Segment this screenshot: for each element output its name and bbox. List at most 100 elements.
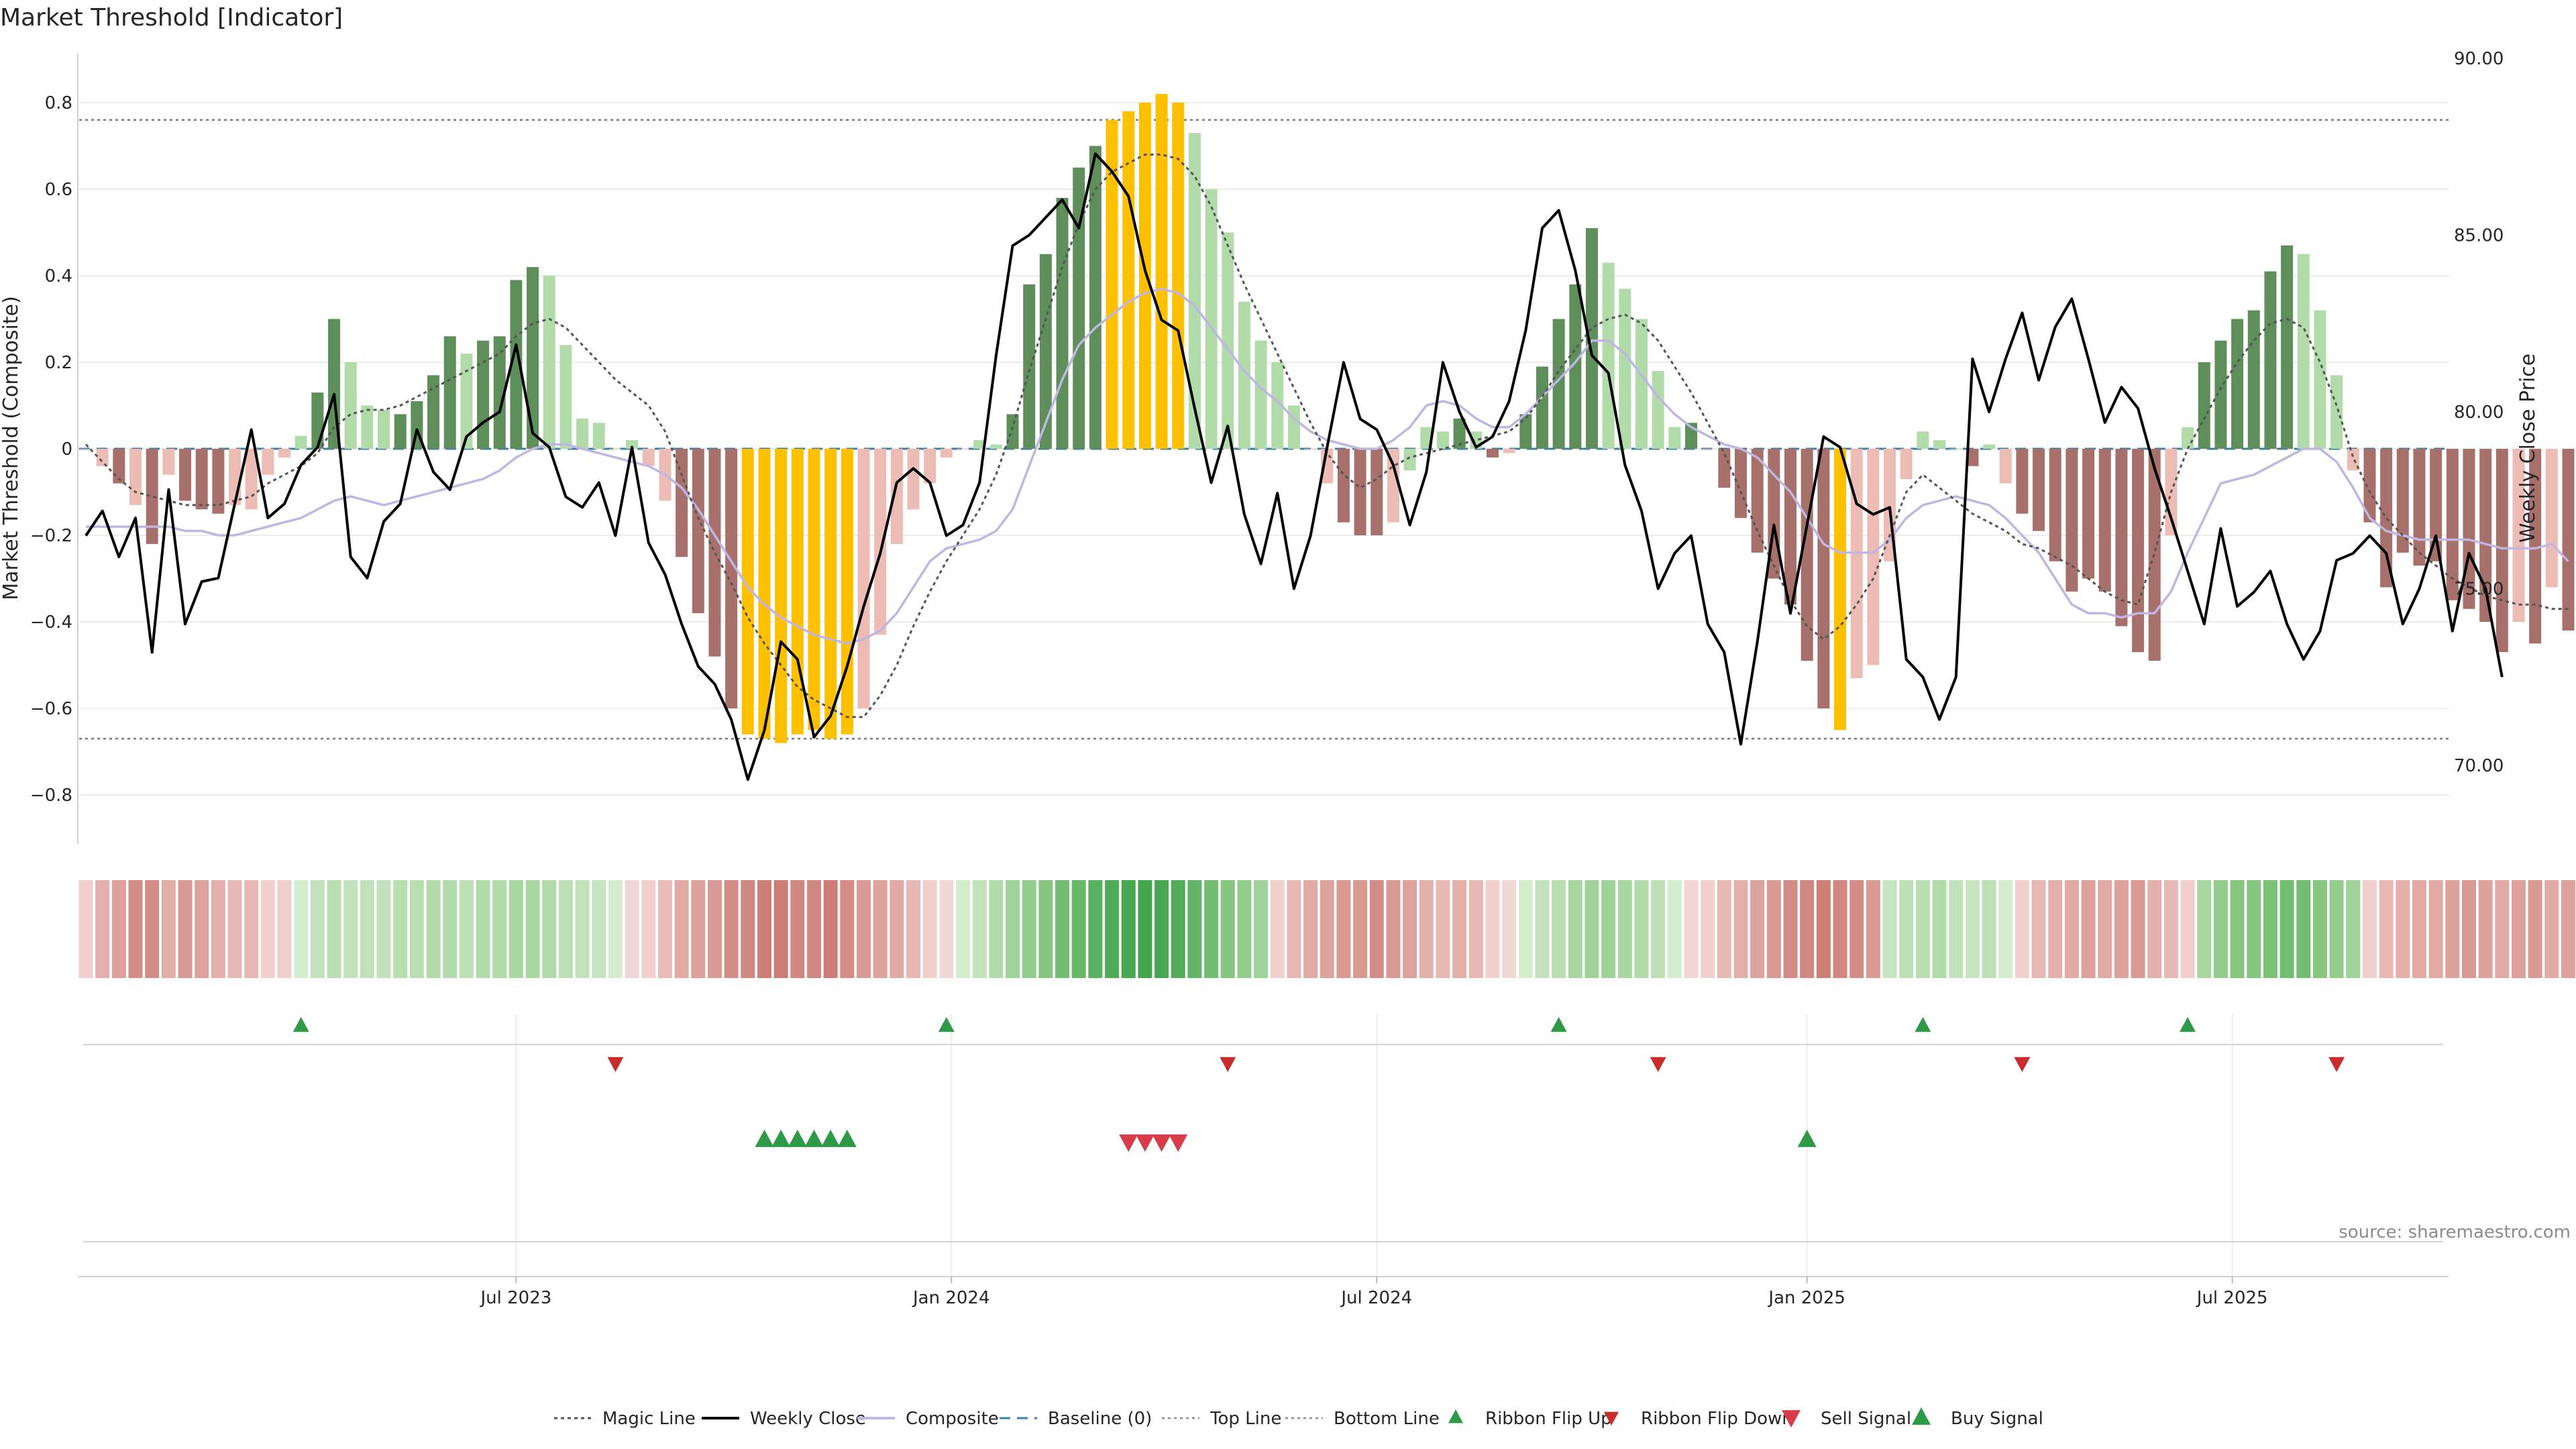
composite-bar [212,449,225,514]
ribbon-cell [2197,880,2212,978]
composite-bar [1222,232,1234,449]
composite-bar [808,449,820,731]
composite-bar [2016,449,2029,514]
x-tick-label: Jul 2025 [2196,1288,2268,1308]
ribbon-cell [195,880,209,978]
ribbon-cell [1601,880,1616,978]
ribbon-cell [2064,880,2079,978]
ribbon-cell [2015,880,2029,978]
ribbon-cell [1667,880,1682,978]
composite-bar [2446,449,2459,600]
ribbon-flip-down-marker [1650,1057,1666,1072]
composite-bar [1436,431,1449,449]
ribbon-cell [1452,880,1467,978]
composite-bar [278,449,291,458]
composite-bar [2297,254,2310,449]
composite-bar [294,435,307,449]
composite-bar [477,340,490,449]
ribbon-cell [558,880,573,978]
ribbon-cell [1783,880,1798,978]
composite-bar [626,440,639,449]
ribbon-cell [244,880,259,978]
ribbon-cell [2081,880,2096,978]
composite-bar [758,449,771,739]
composite-bar [841,449,853,735]
composite-bar [2049,449,2061,561]
composite-bar [1155,94,1168,449]
ribbon-cell [1733,880,1748,978]
ribbon-cell [1336,880,1351,978]
composite-bar [543,276,555,449]
composite-bar [195,449,208,510]
x-tick-label: Jan 2025 [1767,1288,1845,1308]
ribbon-cell [376,880,391,978]
composite-bar [2247,310,2260,449]
right-tick-label: 90.00 [2454,49,2504,69]
composite-bar [1205,189,1218,449]
composite-bar [510,280,523,449]
ribbon-cell [2312,880,2327,978]
legend-item-composite: Composite [857,1409,999,1429]
ribbon-cell [2263,880,2277,978]
ribbon-cell [327,880,341,978]
legend-item-bottom-line: Bottom Line [1285,1409,1440,1429]
composite-bar [2132,449,2145,653]
composite-bar [1039,254,1052,449]
ribbon-cell [1982,880,1996,978]
ribbon-cell [1105,880,1120,978]
composite-bar [1635,319,1648,449]
ribbon-cell [674,880,689,978]
ribbon-cell [2461,880,2476,978]
composite-bar [1999,449,2012,484]
ribbon-cell [1816,880,1831,978]
ribbon-cell [2511,880,2526,978]
ribbon-cell [1353,880,1368,978]
composite-bar [1552,319,1565,449]
composite-bar [1585,228,1598,449]
composite-bar [1486,449,1499,458]
legend-swatch [1912,1407,1931,1425]
composite-bar [1238,301,1250,449]
composite-bar [2182,427,2194,449]
source-note: source: sharemaestro.com [2339,1222,2571,1242]
ribbon-cell [2031,880,2046,978]
ribbon-cell [592,880,606,978]
ribbon-flip-down-marker [607,1057,624,1072]
left-tick-label: −0.6 [30,699,72,719]
buy-signal-marker [821,1130,841,1147]
sell-signal-marker [1169,1134,1188,1152]
composite-bar [493,336,506,449]
composite-bar [2314,310,2326,449]
left-tick-label: 0.4 [45,266,72,286]
composite-bar [642,449,655,466]
composite-bar [989,444,1002,449]
composite-bar [2413,449,2426,566]
composite-bar [1900,449,1913,480]
ribbon-cell [956,880,971,978]
right-y-axis: 90.00 85.00 80.00 75.00 70.00 [2454,49,2504,776]
legend-item-ribbon-flip-up: Ribbon Flip Up [1448,1409,1612,1429]
ribbon-cell [757,880,771,978]
composite-bar [559,345,572,449]
composite-bar [907,449,920,510]
ribbon-cell [1634,880,1649,978]
composite-bar [2545,449,2558,588]
ribbon-cell [1617,880,1632,978]
ribbon-cell [2329,880,2344,978]
ribbon-cell [1502,880,1517,978]
legend-label: Composite [906,1409,999,1429]
ribbon-cell [1320,880,1334,978]
composite-bar [1106,119,1118,449]
ribbon-cell [657,880,672,978]
composite-bar [460,354,473,449]
composite-bar [1006,414,1019,449]
ribbon-cell [906,880,920,978]
ribbon-cell [1998,880,2013,978]
ribbon-cell [1849,880,1864,978]
ribbon-cell [1419,880,1434,978]
composite-bar [1519,414,1532,449]
ribbon-cell [1121,880,1136,978]
ribbon-cell [2528,880,2542,978]
right-tick-label: 80.00 [2454,402,2504,423]
